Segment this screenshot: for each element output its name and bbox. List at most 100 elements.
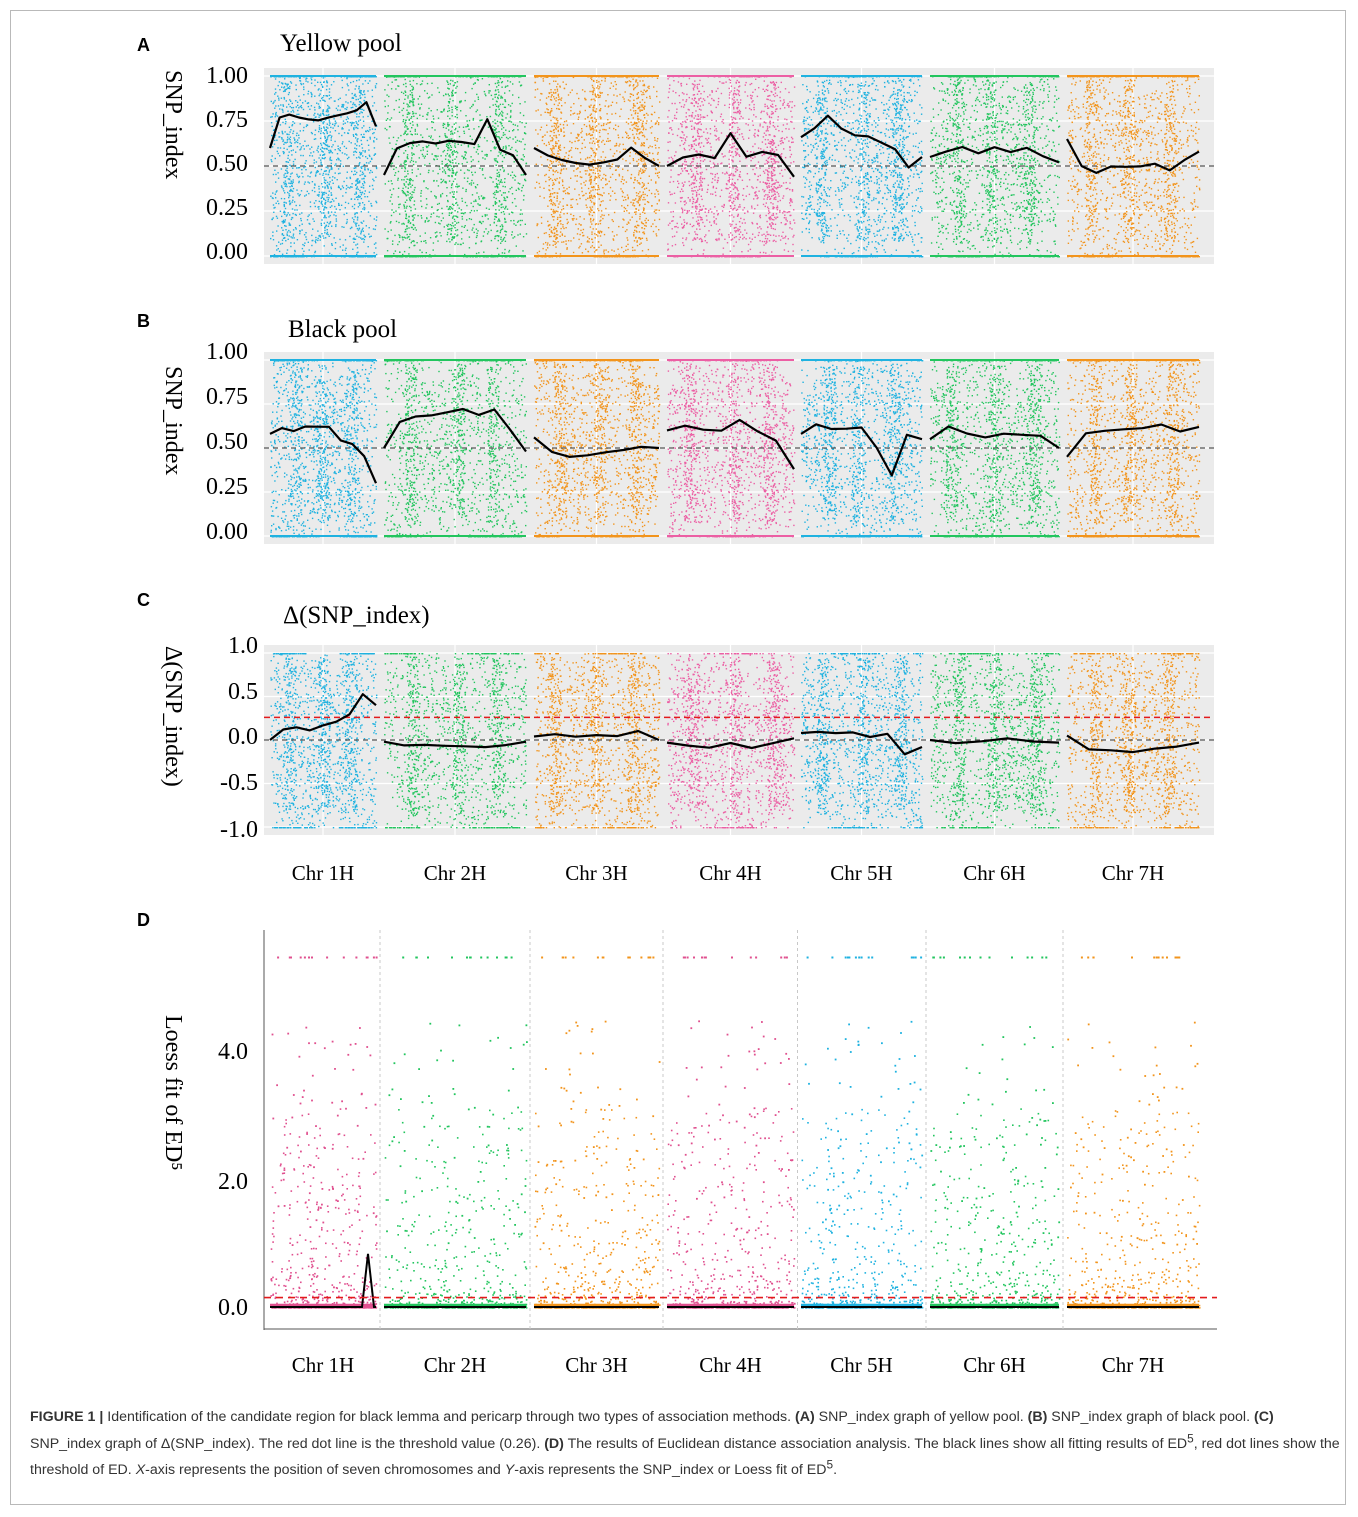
data-point bbox=[406, 103, 408, 105]
data-point bbox=[557, 206, 559, 208]
data-point bbox=[468, 218, 471, 220]
data-point bbox=[296, 173, 298, 176]
data-point bbox=[413, 204, 415, 206]
data-point bbox=[600, 219, 602, 222]
data-point bbox=[327, 107, 329, 110]
data-point bbox=[513, 174, 515, 176]
data-point bbox=[634, 229, 636, 232]
data-point bbox=[651, 113, 653, 116]
data-point bbox=[483, 251, 485, 253]
data-point bbox=[542, 135, 544, 138]
data-point bbox=[685, 164, 688, 166]
data-point bbox=[412, 111, 414, 113]
data-point bbox=[326, 185, 329, 187]
data-point bbox=[499, 169, 502, 171]
data-point bbox=[298, 137, 300, 139]
data-point bbox=[363, 204, 366, 206]
data-point bbox=[411, 146, 413, 149]
data-point bbox=[502, 112, 504, 114]
data-point bbox=[556, 195, 558, 197]
data-point bbox=[289, 175, 292, 178]
data-point bbox=[407, 111, 409, 114]
data-point bbox=[488, 90, 490, 92]
data-point bbox=[599, 159, 601, 162]
data-point bbox=[407, 236, 409, 238]
data-point bbox=[643, 84, 646, 87]
data-point bbox=[318, 185, 320, 188]
data-point bbox=[596, 168, 599, 170]
data-point bbox=[325, 217, 327, 219]
data-point bbox=[523, 148, 526, 150]
data-point bbox=[324, 203, 326, 205]
data-point bbox=[270, 100, 272, 103]
data-point bbox=[406, 113, 409, 115]
data-point bbox=[497, 179, 500, 182]
data-point bbox=[552, 161, 554, 163]
data-point bbox=[553, 212, 555, 214]
data-point bbox=[347, 102, 349, 104]
data-point bbox=[362, 120, 365, 122]
data-point bbox=[449, 228, 451, 230]
data-point bbox=[631, 124, 633, 126]
data-point bbox=[447, 228, 449, 230]
data-point bbox=[549, 224, 551, 226]
data-point bbox=[451, 184, 453, 186]
data-point bbox=[508, 249, 511, 252]
data-point bbox=[422, 155, 424, 157]
data-point bbox=[494, 202, 496, 204]
data-point bbox=[601, 141, 603, 143]
data-point bbox=[667, 96, 669, 99]
data-point bbox=[404, 176, 406, 178]
data-point bbox=[638, 158, 640, 161]
data-point bbox=[341, 128, 343, 130]
data-point bbox=[327, 200, 329, 203]
data-point bbox=[553, 196, 555, 198]
data-point bbox=[419, 235, 421, 237]
data-point bbox=[451, 141, 454, 143]
data-point bbox=[289, 139, 291, 141]
data-point bbox=[497, 89, 499, 91]
data-point bbox=[477, 153, 479, 155]
data-point bbox=[364, 151, 366, 153]
data-point bbox=[455, 185, 457, 188]
data-point bbox=[291, 172, 293, 174]
data-point bbox=[486, 214, 488, 216]
data-point bbox=[409, 161, 412, 163]
data-point bbox=[309, 154, 311, 157]
data-point bbox=[285, 229, 287, 231]
data-point bbox=[286, 175, 288, 177]
data-point bbox=[474, 100, 476, 102]
data-point bbox=[455, 150, 458, 153]
data-point bbox=[449, 241, 451, 243]
data-point bbox=[357, 178, 359, 180]
data-point bbox=[594, 93, 596, 95]
data-point bbox=[449, 98, 451, 100]
data-point bbox=[354, 198, 356, 200]
data-point bbox=[372, 178, 374, 180]
data-point bbox=[427, 171, 430, 174]
data-point bbox=[581, 89, 584, 91]
data-point bbox=[432, 212, 435, 214]
data-point bbox=[443, 169, 445, 171]
data-point bbox=[332, 127, 334, 129]
data-point bbox=[579, 197, 581, 200]
data-point bbox=[548, 92, 551, 95]
data-point bbox=[370, 205, 373, 207]
data-point bbox=[326, 85, 328, 87]
data-point bbox=[630, 114, 633, 116]
data-point bbox=[272, 173, 275, 176]
data-point bbox=[324, 135, 326, 138]
data-point bbox=[457, 204, 459, 206]
data-point bbox=[365, 252, 367, 255]
data-point bbox=[345, 118, 348, 121]
data-point bbox=[671, 228, 673, 230]
data-point bbox=[283, 87, 285, 89]
data-point bbox=[605, 179, 607, 181]
data-point bbox=[369, 138, 371, 140]
data-point bbox=[451, 91, 453, 93]
data-point bbox=[638, 237, 640, 239]
data-point bbox=[456, 222, 458, 224]
data-point bbox=[289, 99, 291, 101]
data-point bbox=[512, 237, 514, 239]
data-point bbox=[342, 244, 344, 246]
